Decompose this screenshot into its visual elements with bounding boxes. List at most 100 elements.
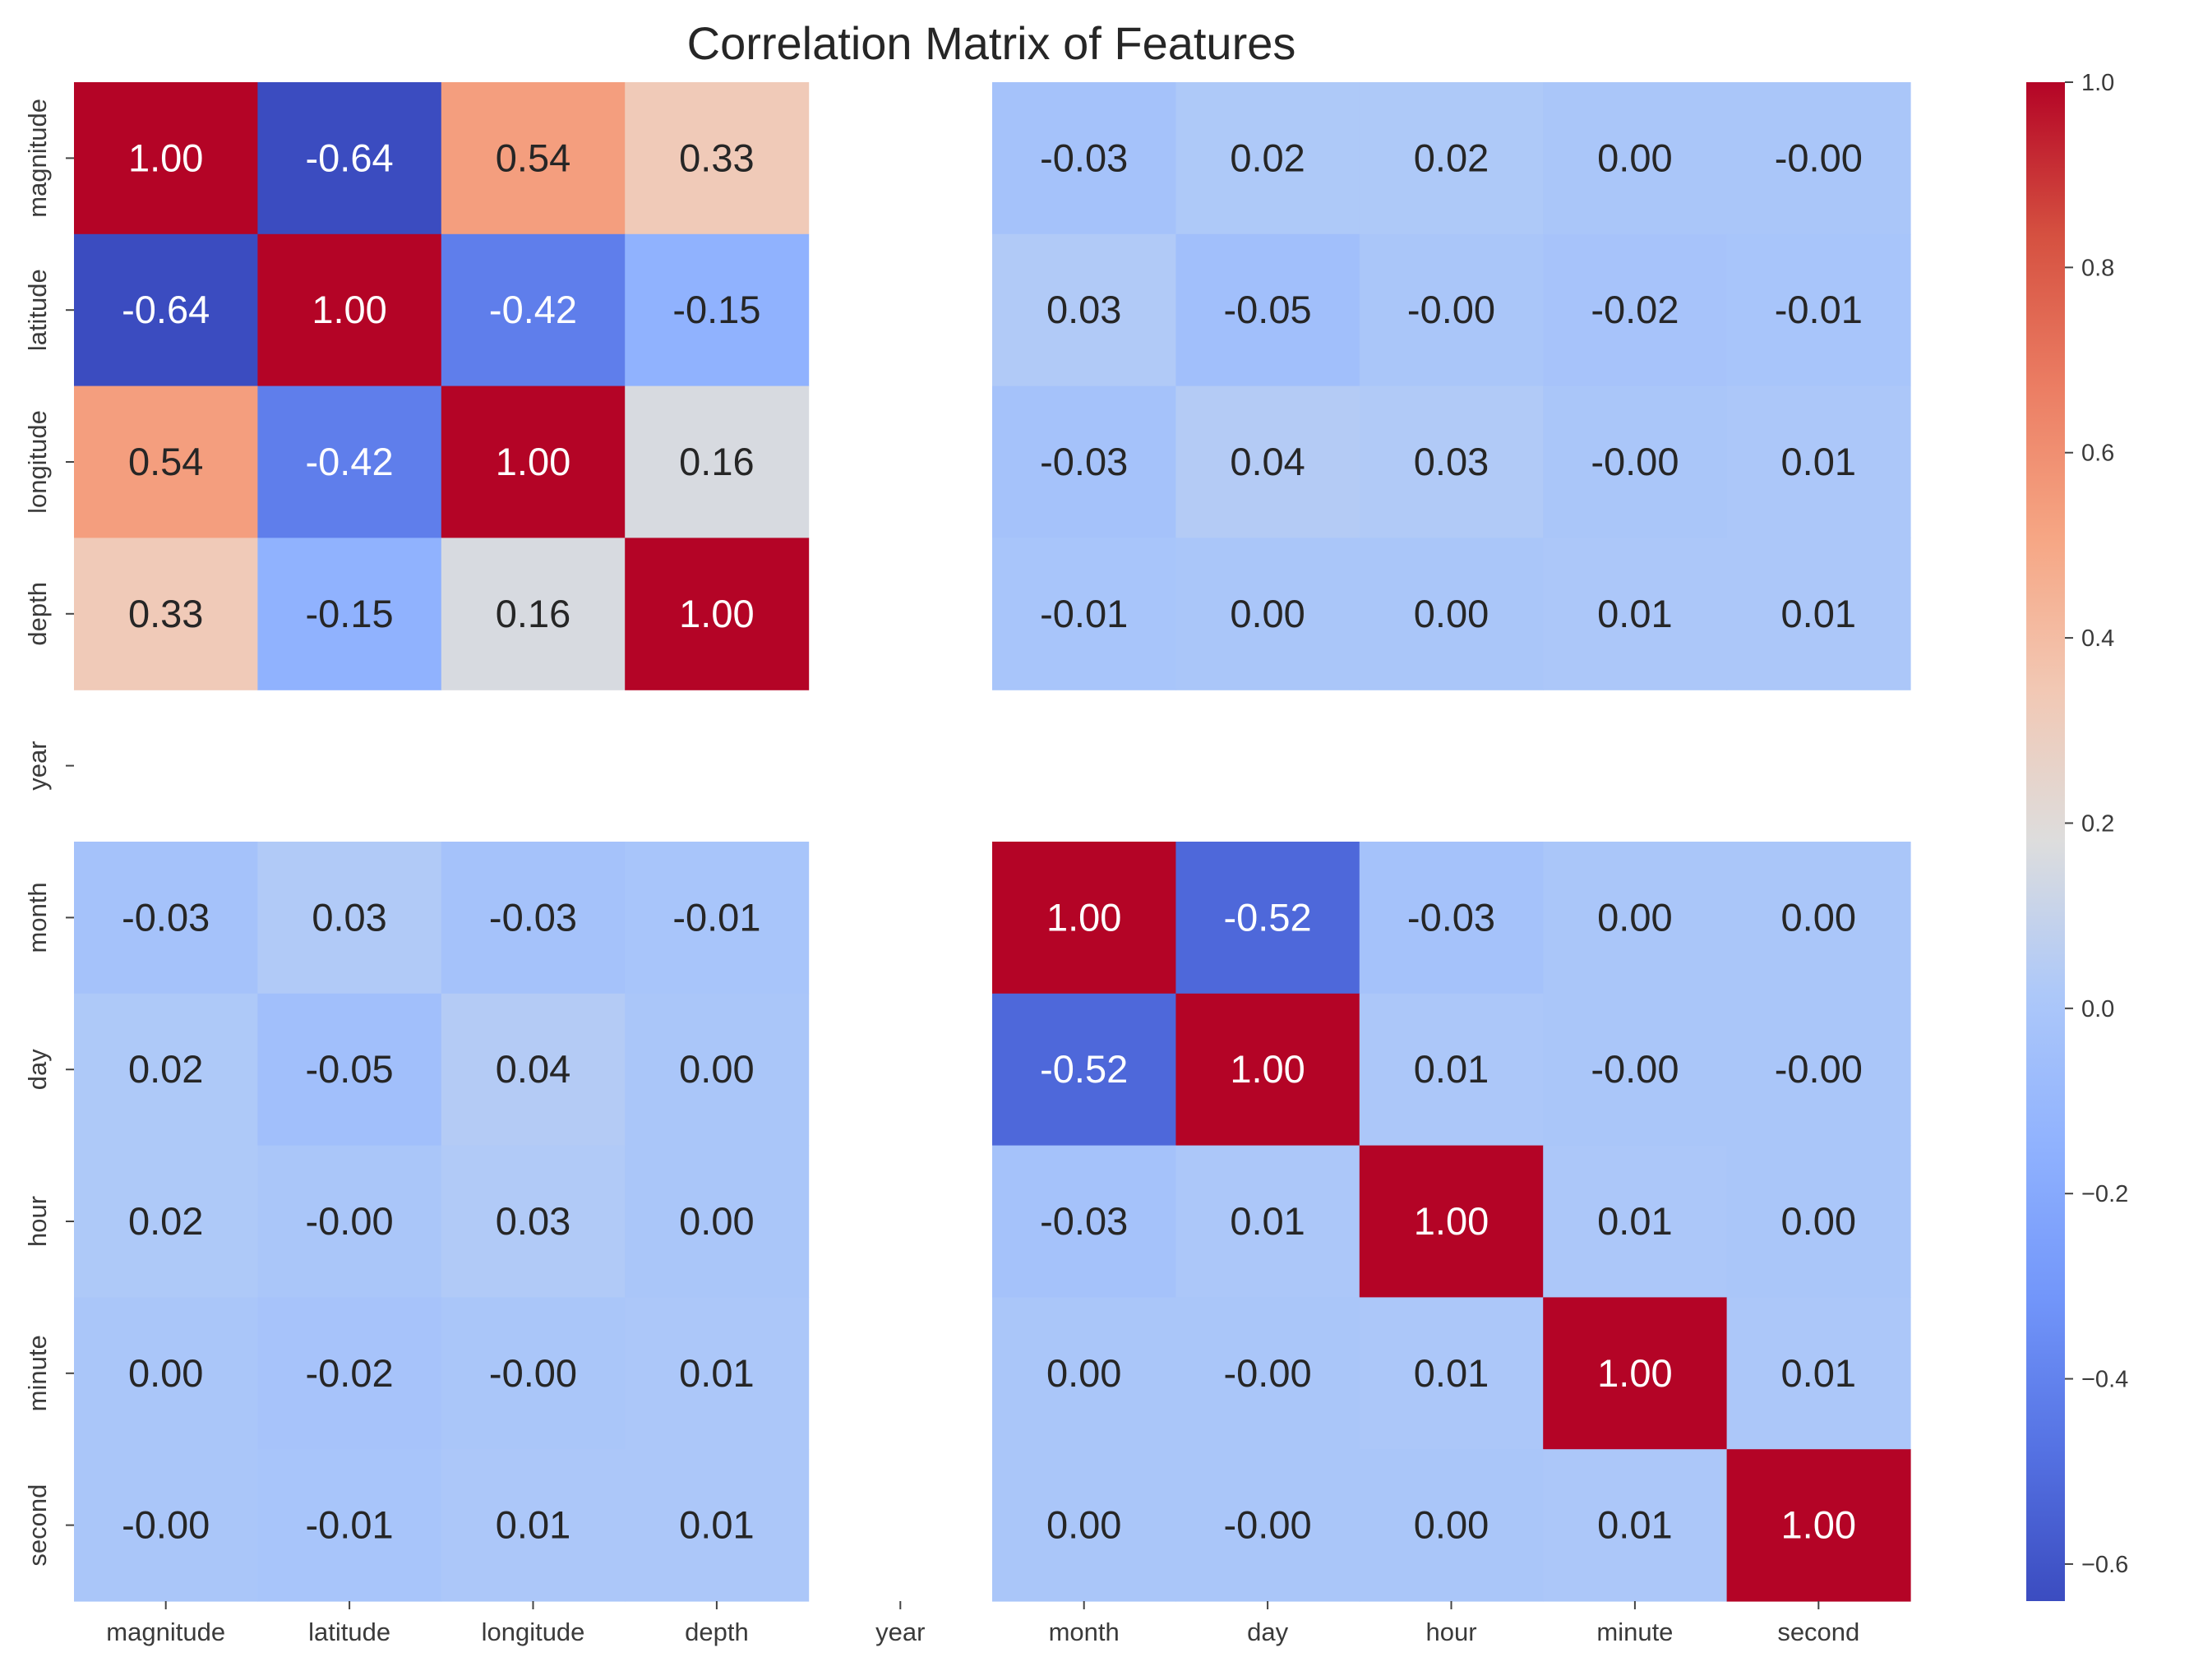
cell-annotation-latitude-depth: -0.15 — [672, 288, 760, 331]
x-tick-label-magnitude: magnitude — [106, 1618, 225, 1646]
cell-annotation-minute-month: 0.00 — [1046, 1351, 1121, 1395]
heatmap-cell-minute-month — [992, 1297, 1176, 1450]
colorbar-tick-label: −0.4 — [2081, 1367, 2128, 1393]
heatmap-cell-depth-second — [1726, 538, 1911, 690]
heatmap-cell-day-longitude — [441, 993, 626, 1147]
cell-annotation-month-day: -0.52 — [1224, 895, 1312, 939]
colorbar: 1.0 0.8 0.6 0.4 0.2 0.0 −0.2 −0.4 −0.6 — [2026, 70, 2128, 1601]
y-tick-label-second: second — [23, 1484, 52, 1567]
heatmap-cell-day-latitude — [257, 993, 442, 1147]
heatmap-cell-latitude-magnitude — [74, 233, 258, 387]
cell-annotation-day-day: 1.00 — [1230, 1047, 1305, 1091]
cell-annotation-depth-magnitude: 0.33 — [128, 592, 203, 635]
cell-annotation-longitude-month: -0.03 — [1040, 440, 1128, 483]
cell-annotation-month-magnitude: -0.03 — [122, 895, 210, 939]
cell-annotation-minute-depth: 0.01 — [679, 1351, 754, 1395]
heatmap-cell-second-depth — [625, 1449, 810, 1602]
heatmap-cell-depth-minute — [1543, 538, 1728, 690]
cell-annotation-longitude-latitude: -0.42 — [306, 440, 394, 483]
x-tick-label-second: second — [1777, 1618, 1859, 1646]
heatmap-cell-second-magnitude — [74, 1449, 258, 1602]
heatmap-cell-longitude-latitude — [257, 385, 442, 538]
heatmap-cell-longitude-month — [992, 385, 1176, 538]
cell-annotation-latitude-magnitude: -0.64 — [122, 288, 210, 331]
cell-annotation-longitude-magnitude: 0.54 — [128, 440, 203, 483]
heatmap-cell-magnitude-month — [992, 82, 1176, 235]
heatmap-cell-longitude-depth — [625, 385, 810, 538]
heatmap-cell-latitude-longitude — [441, 233, 626, 387]
heatmap-cell-latitude-latitude — [257, 233, 442, 387]
cell-annotation-day-latitude: -0.05 — [306, 1047, 394, 1091]
heatmap-cell-month-minute — [1543, 842, 1728, 995]
cell-annotation-second-hour: 0.00 — [1414, 1503, 1489, 1547]
cell-annotation-second-second: 1.00 — [1781, 1503, 1856, 1547]
cell-annotation-second-month: 0.00 — [1046, 1503, 1121, 1547]
heatmap-cell-hour-second — [1726, 1145, 1911, 1298]
heatmap-cell-depth-latitude — [257, 538, 442, 690]
heatmap-cell-latitude-minute — [1543, 233, 1728, 387]
cell-annotation-hour-month: -0.03 — [1040, 1199, 1128, 1243]
cell-annotation-magnitude-magnitude: 1.00 — [128, 136, 203, 179]
cell-annotation-minute-hour: 0.01 — [1414, 1351, 1489, 1395]
heatmap-cell-second-hour — [1359, 1449, 1544, 1602]
x-tick-label-latitude: latitude — [308, 1618, 390, 1646]
x-tick-label-day: day — [1247, 1618, 1288, 1646]
cell-annotation-longitude-minute: -0.00 — [1591, 440, 1679, 483]
heatmap-cell-hour-longitude — [441, 1145, 626, 1298]
x-tick-label-longitude: longitude — [482, 1618, 585, 1646]
heatmap-cell-month-hour — [1359, 842, 1544, 995]
cell-annotation-minute-day: -0.00 — [1224, 1351, 1312, 1395]
colorbar-tick-label: 0.6 — [2081, 441, 2114, 467]
heatmap-cell-hour-magnitude — [74, 1145, 258, 1298]
heatmap-cell-second-longitude — [441, 1449, 626, 1602]
heatmap-cell-second-second — [1726, 1449, 1911, 1602]
heatmap-cell-day-second — [1726, 993, 1911, 1147]
heatmap-cell-longitude-longitude — [441, 385, 626, 538]
cell-annotation-depth-second: 0.01 — [1781, 592, 1856, 635]
heatmap-cell-day-minute — [1543, 993, 1728, 1147]
cell-annotation-month-longitude: -0.03 — [489, 895, 577, 939]
cell-annotation-second-latitude: -0.01 — [306, 1503, 394, 1547]
heatmap-cell-magnitude-day — [1175, 82, 1360, 235]
heatmap-cell-minute-depth — [625, 1297, 810, 1450]
cell-annotation-hour-minute: 0.01 — [1597, 1199, 1672, 1243]
cell-annotation-magnitude-latitude: -0.64 — [306, 136, 394, 179]
cell-annotation-day-second: -0.00 — [1775, 1047, 1863, 1091]
cell-annotation-hour-longitude: 0.03 — [496, 1199, 570, 1243]
cell-annotation-month-latitude: 0.03 — [312, 895, 386, 939]
chart-title: Correlation Matrix of Features — [687, 17, 1296, 69]
heatmap-cell-hour-latitude — [257, 1145, 442, 1298]
cell-annotation-depth-minute: 0.01 — [1597, 592, 1672, 635]
cell-annotation-depth-depth: 1.00 — [679, 592, 754, 635]
colorbar-tick-label: 0.8 — [2081, 255, 2114, 281]
heatmap-cell-minute-magnitude — [74, 1297, 258, 1450]
cell-annotation-day-hour: 0.01 — [1414, 1047, 1489, 1091]
heatmap-cell-hour-day — [1175, 1145, 1360, 1298]
y-tick-label-magnitude: magnitude — [23, 99, 52, 218]
heatmap-cell-month-day — [1175, 842, 1360, 995]
cell-annotation-latitude-longitude: -0.42 — [489, 288, 577, 331]
cell-annotation-hour-day: 0.01 — [1230, 1199, 1305, 1243]
cell-annotation-magnitude-longitude: 0.54 — [496, 136, 570, 179]
heatmap-cell-magnitude-minute — [1543, 82, 1728, 235]
heatmap-cell-depth-longitude — [441, 538, 626, 690]
cell-annotation-hour-depth: 0.00 — [679, 1199, 754, 1243]
cell-annotation-second-minute: 0.01 — [1597, 1503, 1672, 1547]
heatmap-cell-latitude-day — [1175, 233, 1360, 387]
x-tick-label-year: year — [875, 1618, 925, 1646]
heatmap-cell-magnitude-hour — [1359, 82, 1544, 235]
cell-annotation-depth-day: 0.00 — [1230, 592, 1305, 635]
heatmap-cell-depth-month — [992, 538, 1176, 690]
heatmap-cell-magnitude-magnitude — [74, 82, 258, 235]
y-tick-label-longitude: longitude — [23, 410, 52, 514]
heatmap-cell-hour-month — [992, 1145, 1176, 1298]
cell-annotation-magnitude-depth: 0.33 — [679, 136, 754, 179]
heatmap-cell-second-minute — [1543, 1449, 1728, 1602]
heatmap-cell-latitude-hour — [1359, 233, 1544, 387]
heatmap-cell-second-day — [1175, 1449, 1360, 1602]
heatmap-cell-minute-minute — [1543, 1297, 1728, 1450]
heatmap-cell-day-magnitude — [74, 993, 258, 1147]
cell-annotation-latitude-hour: -0.00 — [1407, 288, 1495, 331]
cell-annotation-month-hour: -0.03 — [1407, 895, 1495, 939]
heatmap-cell-month-depth — [625, 842, 810, 995]
